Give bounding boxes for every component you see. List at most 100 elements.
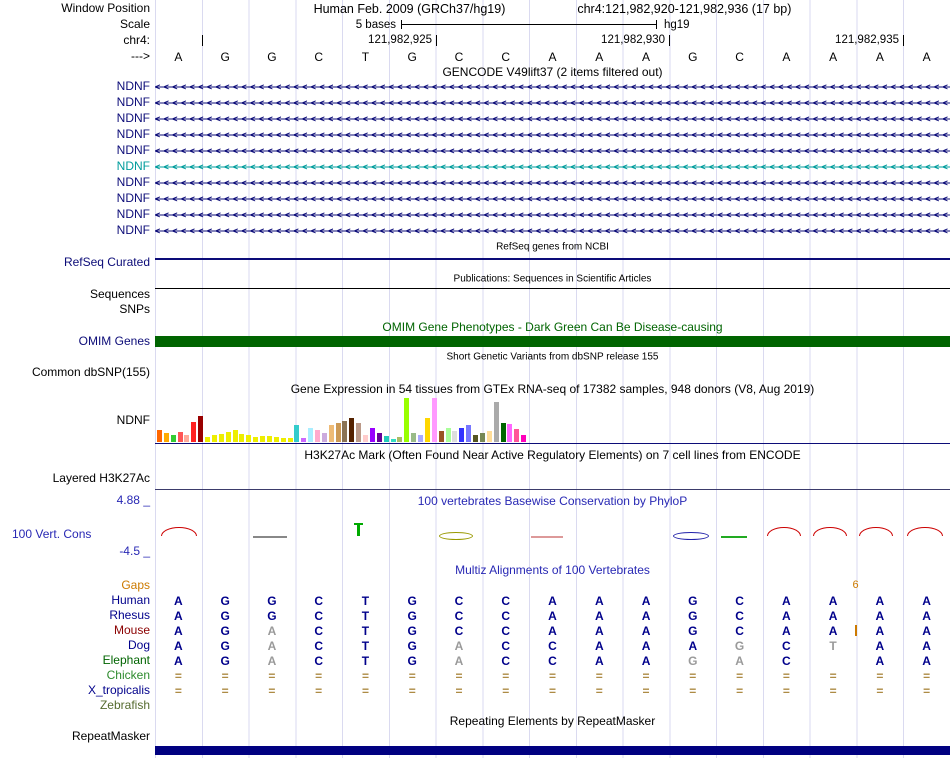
gtex-tissue-bar: [198, 416, 204, 442]
snps-track[interactable]: [155, 302, 950, 318]
gtex-tissue-bar: [218, 434, 224, 442]
refseq-gene-line[interactable]: [155, 258, 950, 260]
align-base: =: [829, 668, 837, 683]
align-base: C: [501, 653, 511, 668]
species-label[interactable]: X_tropicalis: [87, 682, 150, 697]
align-base: A: [782, 608, 791, 623]
dbsnp-track-title[interactable]: Short Genetic Variants from dbSNP releas…: [446, 351, 659, 362]
intron-direction-arrows: <<<<<<<<<<<<<<<<<<<<<<<<<<<<<<<<<<<<<<<<…: [155, 98, 950, 108]
gaps-label[interactable]: Gaps: [121, 578, 150, 593]
multiz-track-title[interactable]: Multiz Alignments of 100 Vertebrates: [455, 562, 650, 577]
align-base: A: [922, 653, 931, 668]
gene-track-label[interactable]: NDNF: [116, 223, 150, 238]
gene-item[interactable]: <<<<<<<<<<<<<<<<<<<<<<<<<<<<<<<<<<<<<<<<…: [155, 143, 950, 159]
gene-item[interactable]: <<<<<<<<<<<<<<<<<<<<<<<<<<<<<<<<<<<<<<<<…: [155, 159, 950, 175]
gene-track-label[interactable]: NDNF: [116, 79, 150, 94]
gene-item[interactable]: <<<<<<<<<<<<<<<<<<<<<<<<<<<<<<<<<<<<<<<<…: [155, 223, 950, 239]
repeatmasker-track-title[interactable]: Repeating Elements by RepeatMasker: [449, 714, 656, 728]
gene-track-label[interactable]: NDNF: [116, 111, 150, 126]
repeat-element-bar[interactable]: [155, 746, 950, 755]
genome-label: hg19: [664, 19, 690, 31]
species-label[interactable]: Human: [111, 592, 150, 607]
refseq-track-title[interactable]: RefSeq genes from NCBI: [496, 241, 609, 253]
align-base: =: [455, 668, 463, 683]
base-letter: A: [875, 49, 884, 64]
gene-row: NDNF <<<<<<<<<<<<<<<<<<<<<<<<<<<<<<<<<<<<…: [0, 95, 950, 111]
strand-arrow-label[interactable]: --->: [131, 48, 150, 63]
gene-track-label[interactable]: NDNF: [116, 191, 150, 206]
gene-track-label[interactable]: NDNF: [116, 159, 150, 174]
snps-track-label[interactable]: SNPs: [119, 302, 150, 317]
ruler-track[interactable]: 121,982,925 121,982,930 121,982,935: [155, 33, 950, 49]
species-label[interactable]: Zebrafish: [99, 697, 150, 712]
gtex-expression-track[interactable]: [155, 397, 950, 444]
align-base: G: [688, 623, 698, 638]
gencode-track-title[interactable]: GENCODE V49lift37 (2 items filtered out): [442, 64, 663, 79]
align-base: =: [361, 668, 369, 683]
omim-gene-bar[interactable]: [155, 336, 950, 347]
species-label[interactable]: Elephant: [102, 652, 150, 667]
align-base: =: [923, 668, 931, 683]
intron-direction-arrows: <<<<<<<<<<<<<<<<<<<<<<<<<<<<<<<<<<<<<<<<…: [155, 162, 950, 172]
gtex-tissue-bar: [376, 433, 382, 442]
multiz-title-row: Multiz Alignments of 100 Vertebrates: [0, 560, 950, 579]
h3k27ac-track-title[interactable]: H3K27Ac Mark (Often Found Near Active Re…: [304, 448, 801, 462]
align-base: =: [268, 668, 276, 683]
gene-item[interactable]: <<<<<<<<<<<<<<<<<<<<<<<<<<<<<<<<<<<<<<<<…: [155, 111, 950, 127]
gene-track-label[interactable]: NDNF: [116, 143, 150, 158]
gene-item[interactable]: <<<<<<<<<<<<<<<<<<<<<<<<<<<<<<<<<<<<<<<<…: [155, 175, 950, 191]
align-base: G: [267, 608, 277, 623]
gene-item[interactable]: <<<<<<<<<<<<<<<<<<<<<<<<<<<<<<<<<<<<<<<<…: [155, 95, 950, 111]
gene-track-label[interactable]: NDNF: [116, 95, 150, 110]
align-base: A: [267, 638, 277, 653]
h3k27ac-track-label[interactable]: Layered H3K27Ac: [52, 471, 150, 486]
gene-track-label[interactable]: NDNF: [116, 207, 150, 222]
species-label[interactable]: Dog: [127, 637, 150, 652]
omim-track-title[interactable]: OMIM Gene Phenotypes - Dark Green Can Be…: [382, 319, 723, 334]
refseq-track-label[interactable]: RefSeq Curated: [63, 255, 150, 270]
repeatmasker-track-label[interactable]: RepeatMasker: [71, 729, 150, 744]
dbsnp-track[interactable]: [155, 364, 950, 381]
phylop-track-title[interactable]: 100 vertebrates Basewise Conservation by…: [417, 494, 688, 508]
gtex-track-label[interactable]: NDNF: [116, 412, 150, 427]
dbsnp-track-label[interactable]: Common dbSNP(155): [31, 364, 150, 379]
publications-track-title[interactable]: Publications: Sequences in Scientific Ar…: [453, 273, 652, 285]
gene-item[interactable]: <<<<<<<<<<<<<<<<<<<<<<<<<<<<<<<<<<<<<<<<…: [155, 79, 950, 95]
gene-track-label[interactable]: NDNF: [116, 175, 150, 190]
gtex-track-title[interactable]: Gene Expression in 54 tissues from GTEx …: [290, 382, 815, 396]
conservation-track[interactable]: [155, 510, 950, 560]
species-label[interactable]: Mouse: [113, 622, 150, 637]
header-text: Human Feb. 2009 (GRCh37/hg19) chr4:121,9…: [155, 2, 950, 16]
align-base: =: [315, 668, 323, 683]
refseq-track[interactable]: [155, 255, 950, 271]
gene-item[interactable]: <<<<<<<<<<<<<<<<<<<<<<<<<<<<<<<<<<<<<<<<…: [155, 191, 950, 207]
omim-track-label[interactable]: OMIM Genes: [78, 334, 150, 349]
align-base: A: [875, 653, 885, 668]
align-base: G: [407, 608, 417, 623]
repeatmasker-item-track: [155, 745, 950, 758]
align-base: C: [735, 593, 744, 608]
sequences-track-label[interactable]: Sequences: [89, 286, 150, 301]
align-base: A: [267, 653, 277, 668]
h3k27ac-title-row: H3K27Ac Mark (Often Found Near Active Re…: [0, 444, 950, 466]
omim-track[interactable]: [155, 335, 950, 349]
species-label[interactable]: Rhesus: [109, 607, 150, 622]
h3k27ac-track[interactable]: [155, 466, 950, 492]
conservation-track-label[interactable]: 100 Vert. Cons: [12, 527, 92, 542]
gene-item[interactable]: <<<<<<<<<<<<<<<<<<<<<<<<<<<<<<<<<<<<<<<<…: [155, 207, 950, 223]
species-label[interactable]: Chicken: [106, 667, 150, 682]
conservation-tick: [357, 524, 360, 536]
repeatmasker-track[interactable]: [155, 729, 950, 745]
gtex-tissue-bar: [356, 423, 362, 442]
gtex-tissue-bar: [369, 428, 375, 442]
gene-item[interactable]: <<<<<<<<<<<<<<<<<<<<<<<<<<<<<<<<<<<<<<<<…: [155, 127, 950, 143]
align-base: =: [315, 683, 323, 698]
base-row: ---> A G G C T G C C A A A G C A A A A: [0, 49, 950, 64]
gene-track-label[interactable]: NDNF: [116, 127, 150, 142]
ruler-coordinate: 121,982,925: [368, 34, 432, 46]
gtex-tissue-bar: [301, 438, 307, 442]
insertion-marker: [855, 625, 858, 636]
sequences-track[interactable]: [155, 287, 950, 302]
